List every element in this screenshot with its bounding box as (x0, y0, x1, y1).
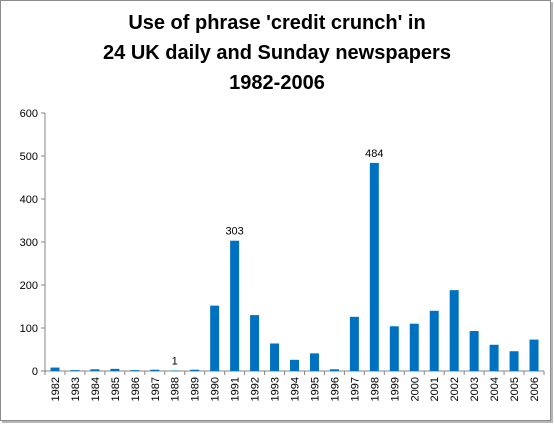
bar-1992 (250, 315, 260, 371)
bar-2005 (509, 351, 519, 371)
y-tick-label: 500 (20, 151, 38, 163)
bar-1985 (110, 368, 120, 371)
bar-1994 (290, 359, 299, 371)
bar-2004 (489, 344, 499, 371)
x-tick-label: 1985 (110, 377, 122, 401)
x-tick-label: 1989 (190, 377, 202, 401)
chart-title-line-2: 24 UK daily and Sunday newspapers (103, 42, 451, 64)
x-tick-label: 2002 (449, 377, 461, 401)
bar-2006 (529, 339, 539, 371)
chart-title: Use of phrase 'credit crunch' in 24 UK d… (0, 8, 554, 98)
y-tick-label: 400 (20, 194, 38, 206)
x-tick-label: 1998 (369, 377, 381, 401)
x-tick-label: 1988 (170, 377, 182, 401)
x-tick-label: 1994 (290, 377, 302, 401)
x-tick-label: 1991 (230, 377, 242, 401)
chart-labels: 1982 1983 1984 1985 1986 1987 1988 1989 1990 1991… (50, 148, 541, 402)
data-label-1998: 484 (365, 148, 383, 160)
y-tick-label: 200 (20, 280, 38, 292)
x-tick-label: 2006 (529, 377, 541, 401)
x-tick-label: 2003 (469, 377, 481, 401)
chart-axes: 0 100 200 300 400 500 600 (20, 108, 545, 378)
bar-1996 (329, 369, 339, 371)
bar-2002 (449, 290, 459, 371)
bar-1986 (130, 370, 140, 371)
bar-2000 (409, 323, 419, 371)
x-tick-label: 1983 (70, 377, 82, 401)
x-tick-label: 1982 (50, 377, 62, 401)
x-tick-label: 2005 (509, 377, 521, 401)
chart-title-line-1: Use of phrase 'credit crunch' in (128, 12, 426, 34)
data-label-1988: 1 (172, 356, 178, 368)
x-tick-label: 1992 (250, 377, 262, 401)
bar-1999 (389, 326, 399, 371)
bar-2001 (429, 310, 439, 371)
x-tick-label: 1984 (90, 377, 102, 401)
x-tick-label: 2004 (489, 377, 501, 401)
chart-title-line-3: 1982-2006 (229, 72, 325, 94)
x-tick-label: 1986 (130, 377, 142, 401)
x-tick-label: 1999 (389, 377, 401, 401)
y-tick-label: 0 (32, 366, 38, 378)
bar-1990 (210, 305, 220, 371)
data-label-1991: 303 (225, 226, 243, 238)
x-tick-label: 1990 (210, 377, 222, 401)
bar-1995 (309, 353, 319, 371)
x-tick-label: 1995 (309, 377, 321, 401)
bar-1997 (349, 316, 359, 371)
x-tick-label: 2001 (429, 377, 441, 401)
x-tick-label: 1997 (349, 377, 361, 401)
bar-1989 (190, 369, 200, 371)
x-tick-label: 2000 (409, 377, 421, 401)
bar-1998 (369, 162, 379, 371)
x-tick-label: 1987 (150, 377, 162, 401)
bar-1993 (270, 343, 280, 371)
bar-1983 (70, 370, 80, 371)
y-tick-label: 300 (20, 237, 38, 249)
x-tick-label: 1993 (270, 377, 282, 401)
bar-1987 (150, 369, 160, 371)
x-tick-label: 1996 (329, 377, 341, 401)
y-tick-label: 100 (20, 323, 38, 335)
bar-1984 (90, 369, 100, 371)
chart-bars (50, 162, 539, 371)
bar-1982 (50, 367, 60, 371)
y-tick-label: 600 (20, 108, 38, 120)
bar-2003 (469, 331, 479, 371)
bar-1991 (230, 240, 240, 371)
